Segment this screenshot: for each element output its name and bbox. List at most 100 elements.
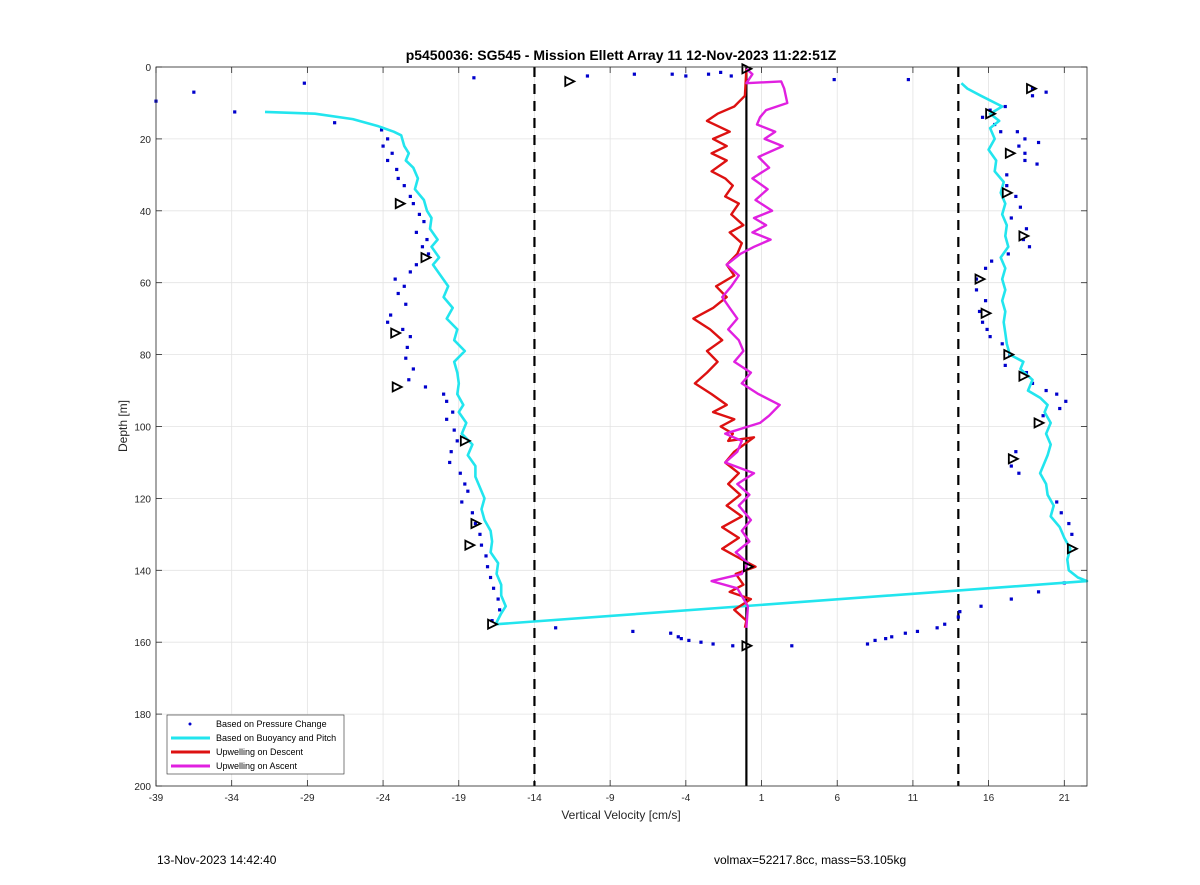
pressure-change-point [1058, 406, 1062, 411]
pressure-change-point [488, 575, 493, 580]
pressure-change-point [687, 638, 691, 643]
pressure-change-point [302, 81, 306, 85]
legend-swatch-pressure [188, 722, 192, 726]
pressure-change-point [679, 637, 683, 641]
pressure-change-point [1017, 144, 1021, 148]
pressure-change-point [426, 252, 431, 256]
pressure-change-point [915, 629, 920, 634]
direction-marker [741, 639, 754, 652]
pressure-change-point [404, 302, 408, 306]
pressure-change-point [466, 489, 470, 493]
x-tick-label: -29 [300, 793, 315, 804]
series-layer [154, 67, 1089, 648]
direction-marker [743, 560, 755, 573]
pressure-change-point [422, 219, 426, 224]
y-tick-label: 200 [134, 782, 151, 793]
axis-ticks: -39 -34 -29 -24 -19 -14 -9 -4 1 6 11 16 210204060801… [134, 63, 1087, 804]
direction-marker [1018, 230, 1031, 242]
pressure-change-point [401, 327, 405, 332]
pressure-change-point [414, 263, 418, 267]
pressure-change-point [729, 74, 733, 78]
pressure-change-point [411, 367, 415, 371]
y-tick-label: 160 [134, 638, 151, 649]
pressure-change-point [956, 615, 960, 619]
pressure-change-point [1003, 104, 1007, 109]
pressure-change-point [396, 176, 400, 181]
pressure-change-point [585, 74, 590, 78]
pressure-change-point [1035, 162, 1039, 166]
pressure-change-point [632, 72, 636, 76]
pressure-change-point [395, 167, 399, 172]
pressure-change-point [983, 266, 988, 270]
pressure-change-point [903, 631, 907, 635]
pressure-change-point [404, 356, 408, 360]
x-tick-label: 11 [908, 793, 919, 804]
pressure-change-point [1021, 237, 1026, 242]
pressure-change-point [411, 202, 415, 206]
pressure-change-point [390, 151, 394, 155]
pressure-change-point [405, 345, 409, 350]
pressure-change-point [1023, 137, 1027, 141]
pressure-change-point [669, 631, 673, 635]
pressure-change-point [425, 237, 429, 242]
legend: Based on Pressure Change Based on Buoyan… [166, 714, 345, 775]
pressure-change-point [1005, 184, 1009, 188]
pressure-change-point [485, 565, 490, 569]
y-axis-label: Depth [m] [116, 400, 130, 452]
direction-marker [391, 380, 404, 393]
pressure-change-point [676, 635, 680, 639]
pressure-change-point [865, 642, 870, 646]
pressure-change-point [974, 277, 979, 281]
pressure-change-point [985, 327, 989, 332]
pressure-change-point [1015, 130, 1019, 134]
upwelling-on-ascent-line [710, 67, 789, 628]
pressure-change-point [479, 543, 484, 547]
pressure-change-point [943, 622, 947, 626]
direction-marker [390, 327, 403, 339]
pressure-change-point [448, 460, 452, 465]
pressure-change-point [484, 554, 488, 558]
pressure-change-point [699, 640, 703, 644]
pressure-change-point [1024, 370, 1029, 375]
pressure-change-point [1067, 521, 1071, 526]
direction-marker [1001, 186, 1014, 199]
x-tick-label: 6 [834, 793, 840, 804]
pressure-change-point [999, 130, 1003, 134]
x-tick-label: -19 [452, 793, 467, 804]
x-tick-label: -9 [606, 793, 615, 804]
pressure-change-point [1014, 194, 1018, 199]
footer-vehicle-info: volmax=52217.8cc, mass=53.105kg [714, 853, 907, 867]
legend-label-descent: Upwelling on Descent [216, 747, 304, 757]
pressure-change-point [1003, 363, 1007, 367]
pressure-change-point [478, 532, 482, 536]
footer-timestamp: 13-Nov-2023 14:42:40 [157, 853, 277, 867]
legend-label-buoyancy: Based on Buoyancy and Pitch [216, 733, 336, 743]
pressure-change-point [408, 270, 412, 274]
pressure-change-point [1055, 500, 1059, 504]
direction-marker [464, 539, 477, 552]
pressure-change-point [414, 230, 418, 234]
pressure-change-point [832, 77, 836, 82]
y-tick-label: 80 [140, 351, 152, 362]
pressure-change-point [473, 521, 478, 526]
pressure-change-point [1023, 151, 1027, 155]
pressure-change-point [472, 76, 476, 80]
pressure-change-point [979, 604, 983, 608]
pressure-change-point [980, 115, 985, 119]
pressure-change-point [1018, 205, 1022, 209]
pressure-change-point [1030, 94, 1035, 98]
pressure-change-point [1030, 86, 1035, 91]
direction-marker [487, 618, 500, 631]
pressure-change-point [423, 385, 428, 389]
pressure-change-point [906, 77, 910, 82]
pressure-change-point [990, 259, 994, 263]
pressure-change-point [1006, 252, 1010, 256]
pressure-change-point [1024, 227, 1029, 231]
pressure-change-point [490, 619, 494, 623]
x-tick-label: 1 [759, 793, 765, 804]
pressure-change-point [408, 194, 412, 199]
x-tick-label: -14 [527, 793, 542, 804]
direction-marker [1018, 370, 1031, 383]
pressure-change-point [470, 511, 474, 515]
